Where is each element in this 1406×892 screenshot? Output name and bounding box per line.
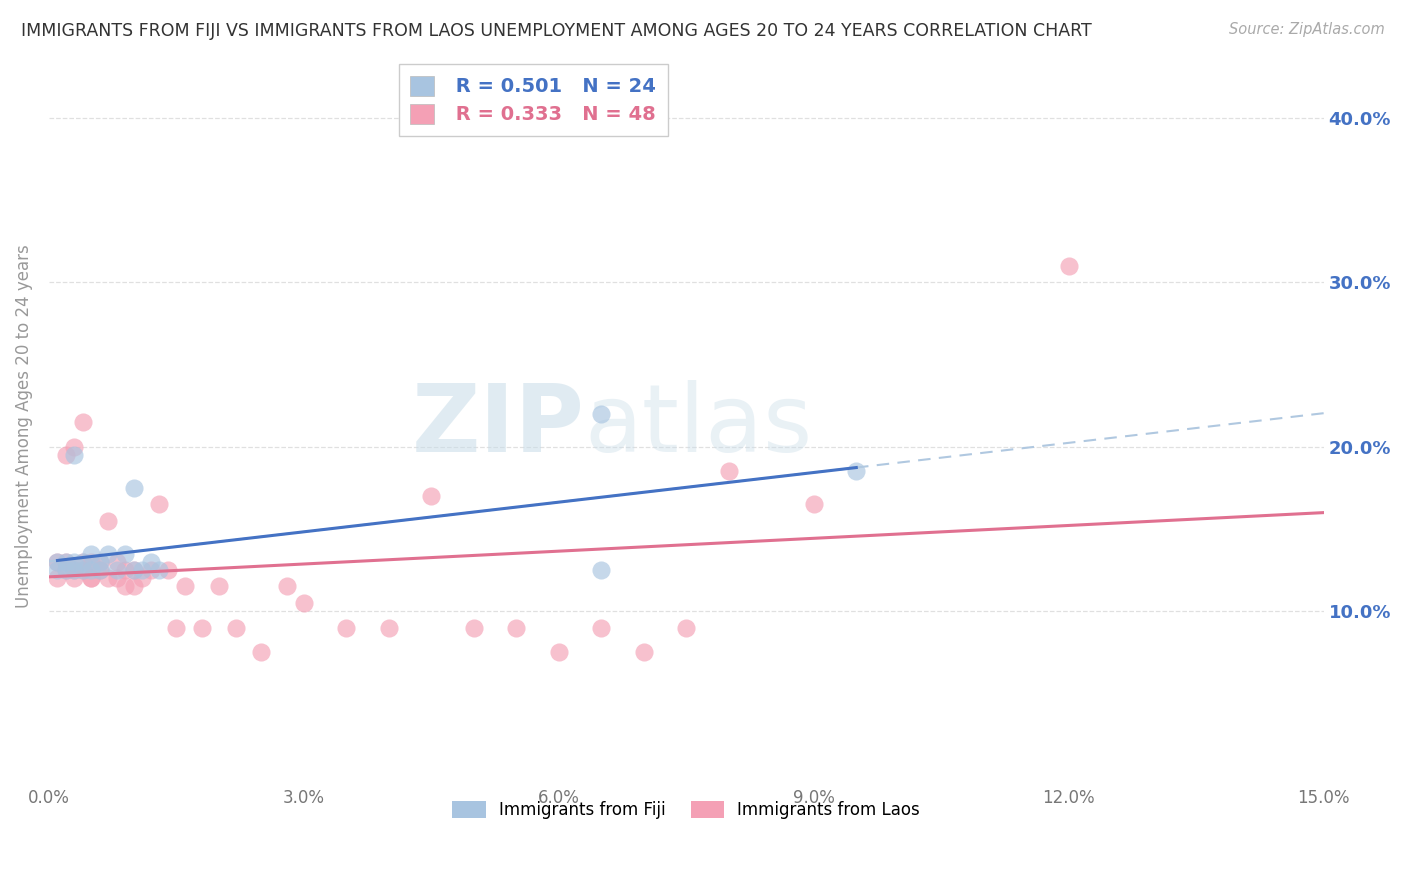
Point bbox=[89, 555, 111, 569]
Point bbox=[55, 563, 77, 577]
Point bbox=[105, 571, 128, 585]
Point bbox=[463, 621, 485, 635]
Point bbox=[55, 563, 77, 577]
Point bbox=[72, 555, 94, 569]
Point bbox=[55, 448, 77, 462]
Point bbox=[80, 563, 103, 577]
Point bbox=[122, 563, 145, 577]
Point bbox=[105, 563, 128, 577]
Point bbox=[114, 579, 136, 593]
Point bbox=[633, 645, 655, 659]
Point bbox=[591, 563, 613, 577]
Legend: Immigrants from Fiji, Immigrants from Laos: Immigrants from Fiji, Immigrants from La… bbox=[446, 794, 927, 825]
Point bbox=[72, 563, 94, 577]
Text: atlas: atlas bbox=[585, 380, 813, 472]
Point bbox=[97, 547, 120, 561]
Point bbox=[250, 645, 273, 659]
Point bbox=[55, 555, 77, 569]
Point bbox=[148, 497, 170, 511]
Point bbox=[63, 440, 86, 454]
Point bbox=[105, 555, 128, 569]
Point bbox=[80, 555, 103, 569]
Point bbox=[46, 563, 69, 577]
Point bbox=[591, 407, 613, 421]
Point bbox=[803, 497, 825, 511]
Point bbox=[114, 563, 136, 577]
Point bbox=[72, 555, 94, 569]
Point bbox=[335, 621, 357, 635]
Point bbox=[89, 563, 111, 577]
Point bbox=[97, 514, 120, 528]
Point bbox=[63, 563, 86, 577]
Point bbox=[505, 621, 527, 635]
Text: IMMIGRANTS FROM FIJI VS IMMIGRANTS FROM LAOS UNEMPLOYMENT AMONG AGES 20 TO 24 YE: IMMIGRANTS FROM FIJI VS IMMIGRANTS FROM … bbox=[21, 22, 1092, 40]
Point bbox=[591, 621, 613, 635]
Point bbox=[131, 571, 153, 585]
Point bbox=[174, 579, 197, 593]
Point bbox=[63, 571, 86, 585]
Point bbox=[276, 579, 298, 593]
Point bbox=[114, 547, 136, 561]
Point bbox=[225, 621, 247, 635]
Point bbox=[139, 563, 162, 577]
Point bbox=[156, 563, 179, 577]
Point bbox=[148, 563, 170, 577]
Point bbox=[55, 555, 77, 569]
Point bbox=[46, 555, 69, 569]
Point bbox=[378, 621, 401, 635]
Point bbox=[547, 645, 569, 659]
Point bbox=[80, 571, 103, 585]
Text: ZIP: ZIP bbox=[412, 380, 585, 472]
Point bbox=[63, 563, 86, 577]
Point bbox=[97, 571, 120, 585]
Point bbox=[165, 621, 187, 635]
Point bbox=[63, 555, 86, 569]
Point bbox=[292, 596, 315, 610]
Point bbox=[80, 571, 103, 585]
Point bbox=[717, 464, 740, 478]
Point bbox=[845, 464, 868, 478]
Point bbox=[72, 415, 94, 429]
Point bbox=[122, 563, 145, 577]
Point bbox=[675, 621, 697, 635]
Point bbox=[89, 555, 111, 569]
Point bbox=[80, 547, 103, 561]
Point bbox=[46, 571, 69, 585]
Point bbox=[420, 489, 443, 503]
Point bbox=[131, 563, 153, 577]
Point bbox=[191, 621, 214, 635]
Point bbox=[122, 579, 145, 593]
Point bbox=[72, 563, 94, 577]
Y-axis label: Unemployment Among Ages 20 to 24 years: Unemployment Among Ages 20 to 24 years bbox=[15, 244, 32, 608]
Point bbox=[122, 481, 145, 495]
Point bbox=[208, 579, 231, 593]
Point bbox=[63, 448, 86, 462]
Point bbox=[139, 555, 162, 569]
Text: Source: ZipAtlas.com: Source: ZipAtlas.com bbox=[1229, 22, 1385, 37]
Point bbox=[89, 563, 111, 577]
Point bbox=[46, 555, 69, 569]
Point bbox=[1057, 259, 1080, 273]
